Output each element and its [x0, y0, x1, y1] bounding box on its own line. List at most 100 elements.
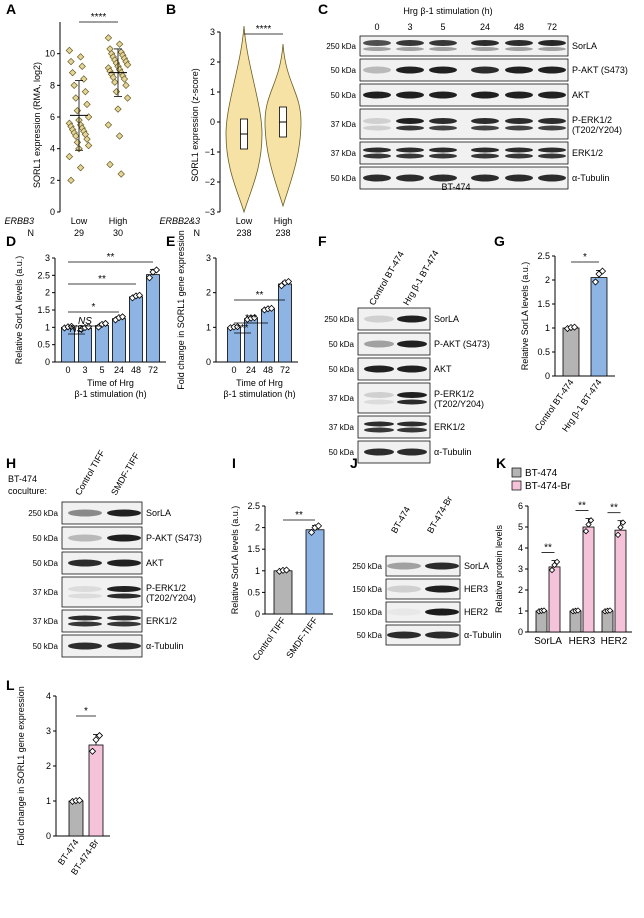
- band: [107, 615, 141, 621]
- bar: [88, 744, 104, 837]
- bar: [305, 529, 325, 615]
- band: [538, 47, 566, 51]
- band: [363, 66, 391, 74]
- blot-label-2: (T202/Y204): [434, 399, 484, 409]
- band: [363, 174, 391, 182]
- band: [471, 118, 499, 124]
- blot-row: 50 kDa AKT: [331, 83, 590, 107]
- y-tick-label: 0: [50, 207, 55, 217]
- panel-h-coculture-label-2: coculture:: [8, 486, 47, 496]
- blot-label: ERK1/2: [146, 616, 177, 626]
- x-tick-label: 48: [131, 365, 141, 375]
- blot-label: α-Tubulin: [434, 447, 471, 457]
- band: [68, 559, 102, 567]
- blot-row: 37 kDa ERK1/2: [329, 415, 465, 439]
- blot-strip: [385, 624, 461, 646]
- band: [471, 91, 499, 99]
- blot-strip: [357, 415, 431, 439]
- blot-label: AKT: [434, 364, 452, 374]
- kda-marker: 150 kDa: [352, 608, 382, 617]
- blot-label: P-ERK1/2: [572, 115, 612, 125]
- y-tick-label: 5: [518, 522, 523, 532]
- band: [425, 631, 459, 639]
- y-tick-label: 1: [255, 566, 260, 576]
- x-tick-label: HER3: [569, 636, 596, 647]
- y-tick-label: −1: [205, 147, 215, 157]
- blot-label: P-ERK1/2: [434, 389, 474, 399]
- blot-row: 37 kDa P-ERK1/2(T202/Y204): [329, 382, 484, 414]
- x-tick-label: 24: [246, 365, 256, 375]
- significance-label: **: [544, 543, 552, 554]
- data-point: [83, 135, 91, 143]
- y-tick-label: 2: [206, 288, 211, 298]
- significance-label: *: [84, 706, 88, 717]
- band: [364, 365, 394, 373]
- data-point: [76, 53, 85, 61]
- blot-strip: [61, 576, 143, 608]
- blot-label: P-ERK1/2: [146, 583, 186, 593]
- y-tick-label: 2.5: [247, 501, 260, 511]
- data-point: [548, 566, 556, 574]
- data-point: [84, 113, 93, 121]
- blot-row: 50 kDa α-Tubulin: [331, 166, 609, 190]
- x-axis-label-2: β-1 stimulation (h): [223, 389, 295, 399]
- y-tick-label: 1.5: [37, 305, 50, 315]
- blot-row: 150 kDa HER2: [352, 601, 488, 623]
- panel-letter-h: H: [6, 455, 16, 471]
- x-tick-label: 48: [263, 365, 273, 375]
- y-tick-label: 2: [46, 761, 51, 771]
- y-tick-label: 2: [45, 288, 50, 298]
- band: [107, 559, 141, 567]
- data-point: [570, 323, 579, 331]
- band: [538, 174, 566, 182]
- panel-c-blot: Hrg β-1 stimulation (h) 0 3 5 24 48 72 2…: [326, 6, 628, 192]
- band: [471, 40, 499, 46]
- band: [505, 147, 533, 153]
- y-tick-label: 1.5: [247, 544, 260, 554]
- data-point: [123, 94, 132, 102]
- band: [429, 40, 457, 46]
- data-point: [68, 68, 77, 77]
- blot-strip: [61, 609, 143, 633]
- significance-label: *: [583, 252, 587, 263]
- panel-c-time-48: 48: [514, 22, 524, 32]
- band: [363, 118, 391, 124]
- band: [397, 421, 427, 427]
- band: [107, 534, 141, 542]
- kda-marker: 50 kDa: [357, 631, 383, 640]
- y-tick-label: 6: [50, 112, 55, 122]
- y-tick-label: 0: [206, 357, 211, 367]
- bar: [590, 277, 608, 377]
- kda-marker: 250 kDa: [324, 315, 354, 324]
- kda-marker: 50 kDa: [331, 91, 357, 100]
- data-point: [104, 34, 113, 42]
- band: [429, 125, 457, 131]
- data-point: [83, 100, 91, 109]
- panel-k-plot: 0 1 2 3 4 5 6 SorLA ** HER3 ** HER2 ** Relative prote…: [494, 467, 632, 647]
- band: [363, 91, 391, 99]
- blot-row: 50 kDa AKT: [33, 551, 164, 575]
- y-tick-label: 2.5: [537, 251, 550, 261]
- y-axis-label: Fold change in SORL1 gene expression: [176, 230, 186, 390]
- data-point: [80, 75, 88, 83]
- data-point: [284, 277, 293, 286]
- panel-b-n-low: 238: [236, 228, 251, 238]
- band: [538, 153, 566, 159]
- x-tick-label: 72: [148, 365, 158, 375]
- panel-a-ylabel: SORL1 expression (RMA, log2): [32, 62, 42, 188]
- data-point: [606, 607, 614, 614]
- panel-b-group-high: High: [274, 216, 293, 226]
- blot-label: α-Tubulin: [146, 641, 183, 651]
- data-point: [118, 313, 127, 321]
- x-tick-label: 0: [231, 365, 236, 375]
- blot-strip: [359, 83, 569, 107]
- band: [429, 47, 457, 51]
- panel-a: SORL1 expression (RMA, log2) 0 2 4 6 8 10 ****…: [4, 12, 132, 238]
- blot-label: P-AKT (S473): [434, 339, 490, 349]
- band: [396, 66, 424, 74]
- y-tick-label: 4: [518, 543, 523, 553]
- data-point: [73, 106, 82, 115]
- data-point: [553, 558, 561, 566]
- data-point: [72, 132, 80, 140]
